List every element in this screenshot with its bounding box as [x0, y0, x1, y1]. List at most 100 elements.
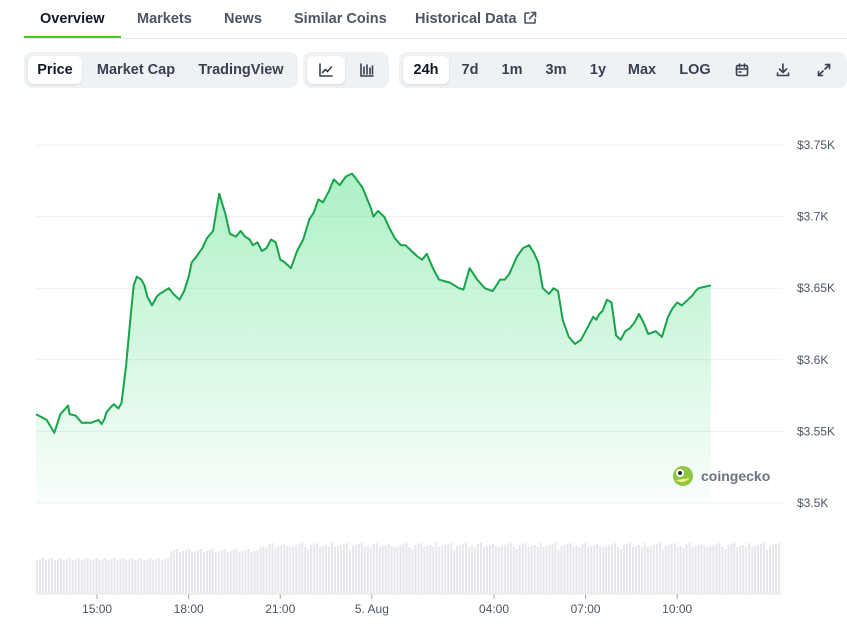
- y-tick-label: $3.55K: [797, 424, 835, 438]
- volume-bar: [417, 544, 420, 594]
- price-point: [691, 294, 693, 296]
- range-tab-24h[interactable]: 24h: [403, 56, 449, 84]
- tab-overview[interactable]: Overview: [24, 0, 120, 38]
- price-point: [629, 327, 631, 329]
- price-point: [201, 247, 203, 249]
- volume-bar: [286, 546, 289, 594]
- price-chart[interactable]: $3.5K$3.55K$3.6K$3.65K$3.7K$3.75K 15:00 1…: [0, 100, 847, 630]
- price-point: [468, 267, 470, 269]
- volume-bar: [101, 559, 104, 594]
- volume-bar: [483, 547, 485, 594]
- volume-bar: [459, 545, 462, 594]
- volume-bar: [289, 547, 292, 594]
- volume-bar: [268, 544, 271, 594]
- volume-bar: [140, 558, 143, 594]
- price-point: [561, 319, 563, 321]
- volume-bar: [119, 559, 122, 594]
- volume-bar: [113, 558, 116, 594]
- price-point: [191, 261, 193, 263]
- price-point: [351, 172, 353, 174]
- metric-tab-price[interactable]: Price: [28, 56, 82, 84]
- volume-bar: [623, 545, 626, 594]
- volume-bar: [164, 559, 167, 594]
- metric-tab-tradingview[interactable]: TradingView: [198, 62, 284, 78]
- volume-bar: [649, 546, 652, 594]
- price-point: [261, 250, 263, 252]
- line-chart-button[interactable]: [307, 56, 345, 84]
- volume-bar: [572, 547, 575, 594]
- price-point: [129, 314, 131, 316]
- price-point: [125, 364, 127, 366]
- range-tab-1y[interactable]: 1y: [589, 62, 607, 78]
- volume-bar: [742, 545, 745, 594]
- fullscreen-button[interactable]: [807, 56, 841, 84]
- volume-bar: [718, 543, 721, 594]
- price-point: [296, 250, 298, 252]
- volume-bar: [694, 546, 697, 594]
- price-point: [620, 339, 622, 341]
- volume-bar: [345, 543, 348, 594]
- line-chart-icon: [319, 63, 333, 77]
- volume-bar: [503, 545, 506, 594]
- price-point: [615, 334, 617, 336]
- volume-bar: [709, 546, 712, 594]
- volume-bar: [518, 545, 521, 594]
- coingecko-logo-icon: [673, 466, 693, 486]
- volume-bar: [620, 549, 623, 594]
- volume-bar: [721, 547, 724, 594]
- volume-bar: [134, 560, 137, 594]
- range-tab-3m[interactable]: 3m: [545, 62, 567, 78]
- volume-bar: [426, 546, 429, 594]
- candlestick-chart-button[interactable]: [348, 56, 386, 84]
- price-point: [606, 298, 608, 300]
- volume-bar: [250, 552, 253, 594]
- price-point: [81, 422, 83, 424]
- volume-bar: [587, 547, 590, 594]
- volume-bar: [760, 544, 763, 594]
- volume-bar: [71, 560, 74, 594]
- download-button[interactable]: [766, 56, 800, 84]
- price-point: [328, 190, 330, 192]
- volume-bar: [220, 550, 223, 594]
- price-point: [537, 261, 539, 263]
- volume-bar: [238, 552, 241, 594]
- x-tick-label: 15:00: [82, 602, 112, 616]
- volume-bar: [339, 545, 342, 594]
- tab-markets[interactable]: Markets: [137, 11, 192, 27]
- volume-bar: [325, 545, 328, 594]
- range-tab-7d[interactable]: 7d: [461, 62, 479, 78]
- price-point: [212, 230, 214, 232]
- volume-bar: [83, 559, 86, 594]
- price-point: [453, 284, 455, 286]
- tab-historical-data[interactable]: Historical Data: [415, 0, 537, 37]
- price-point: [416, 255, 418, 257]
- volume-bar: [44, 560, 47, 594]
- fullscreen-icon: [817, 63, 831, 77]
- tab-news[interactable]: News: [224, 11, 262, 27]
- volume-bar: [77, 558, 80, 594]
- price-point: [592, 316, 594, 318]
- volume-bar: [605, 546, 608, 594]
- volume-bar: [763, 543, 766, 594]
- price-point: [499, 278, 501, 280]
- price-point: [484, 287, 486, 289]
- volume-bar: [375, 543, 378, 594]
- volume-bar: [158, 558, 161, 594]
- volume-bar: [658, 543, 661, 594]
- volume-bar: [253, 551, 256, 594]
- tab-similar-coins[interactable]: Similar Coins: [294, 11, 387, 27]
- price-point: [100, 423, 102, 425]
- volume-bar: [640, 547, 643, 594]
- price-point: [140, 278, 142, 280]
- price-point: [155, 296, 157, 298]
- range-tab-max[interactable]: Max: [627, 62, 657, 78]
- volume-bar: [697, 545, 700, 594]
- price-point: [642, 321, 644, 323]
- metric-tab-market-cap[interactable]: Market Cap: [96, 62, 176, 78]
- range-tab-1m[interactable]: 1m: [501, 62, 523, 78]
- calendar-button[interactable]: [725, 56, 759, 84]
- log-scale-toggle[interactable]: LOG: [679, 62, 711, 78]
- volume-bar: [536, 547, 539, 594]
- price-point: [183, 290, 185, 292]
- volume-bar: [447, 544, 450, 594]
